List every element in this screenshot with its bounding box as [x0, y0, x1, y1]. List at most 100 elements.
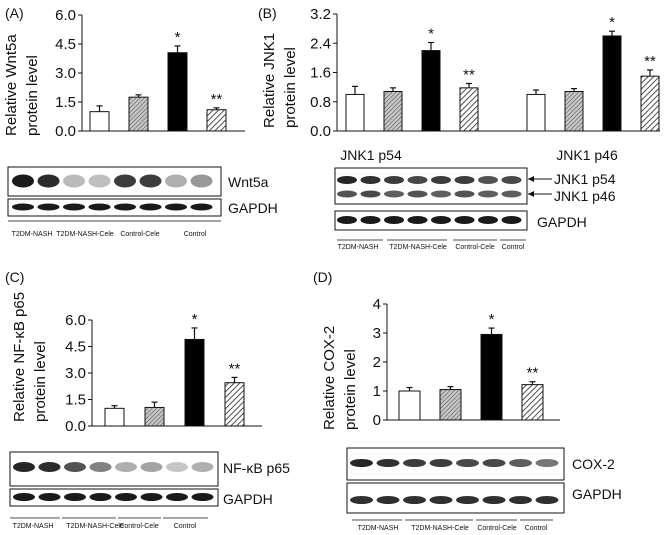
panel-b-band [407, 216, 428, 224]
panel-c-blot-bands [13, 462, 214, 501]
panel-d-band [509, 496, 532, 504]
panel-c-band [140, 462, 163, 472]
panel-d-bar [439, 389, 462, 421]
panel-a-ylabel-line1: Relative Wnt5a [3, 34, 20, 136]
panel-b-y-tick-label: 0.0 [310, 123, 331, 140]
panel-c-lane-label: T2DM-NASH [13, 523, 54, 530]
panel-b-arrowhead-p46 [528, 191, 534, 197]
panel-c-y-tick-label: 4.5 [65, 339, 86, 356]
panel-d-band [403, 459, 426, 467]
panel-c-band [140, 493, 163, 501]
panel-c-y-tick-label: 3.0 [65, 365, 86, 382]
panel-a-blot-bands [12, 174, 213, 211]
panel-c-blot-gapdh-frame [9, 488, 219, 507]
panel-b-chart: 0.00.81.62.43.2****** [310, 6, 660, 140]
panel-c-label: (C) [5, 269, 24, 285]
panel-b-bar [564, 91, 584, 132]
panel-c-band [38, 462, 61, 472]
panel-d-bar [480, 333, 503, 421]
panel-c-bar [104, 407, 125, 427]
panel-d-significance-mark: ** [527, 365, 539, 382]
panel-a: (A) Relative Wnt5a protein level 0.0 1.5 3… [3, 5, 278, 238]
panel-c-ylabel-line2: protein level [32, 341, 49, 422]
panel-a-label: (A) [5, 5, 24, 21]
panel-b-band [454, 176, 475, 184]
panel-c-band [64, 493, 86, 501]
panel-d-blot-label-cox2: COX-2 [572, 456, 615, 472]
panel-b-band [501, 176, 522, 184]
panel-a-band [190, 203, 213, 211]
panel-b-ylabel-line1: Relative JNK1 [261, 33, 278, 128]
panel-c-band [115, 462, 137, 472]
panel-d-band [376, 496, 400, 504]
panel-d-lane-label: T2DM-NASH-Cele [411, 525, 469, 532]
panel-a-band [165, 174, 187, 188]
panel-b-band [478, 190, 498, 198]
panel-a-lane-label: Control-Cele [120, 231, 159, 238]
panel-d-blot-bands [350, 459, 559, 504]
panel-d-blot-label-gapdh: GAPDH [572, 486, 622, 502]
panel-b-band [478, 216, 498, 224]
panel-c-y-tick-label: 1.5 [65, 392, 86, 409]
panel-b-band [360, 190, 381, 198]
panel-b-y-tick-label: 2.4 [310, 35, 331, 52]
panel-c-band [166, 462, 188, 472]
panel-b-lane-label: Control [502, 244, 525, 251]
panel-d-band [350, 459, 373, 467]
panel-b-blot-label-p54: JNK1 p54 [554, 171, 616, 187]
panel-c-band [64, 462, 86, 472]
panel-a-y-tick-label: 4.5 [55, 36, 76, 53]
panel-a-ylabel-line2: protein level [24, 55, 41, 136]
panel-a-lane-label: T2DM-NASH-Cele [56, 231, 114, 238]
panel-c-band [89, 462, 112, 472]
panel-c-y-tick-label: 6.0 [65, 312, 86, 329]
panel-c-bar [144, 406, 165, 427]
panel-c: (C) Relative NF-κB p65 protein level 0.0… [5, 269, 290, 530]
panel-a-band [63, 174, 85, 188]
panel-b-y-tick-label: 1.6 [310, 65, 331, 82]
panel-a-bar [206, 109, 227, 132]
panel-b-bar [421, 50, 441, 132]
panel-b-bar [383, 91, 403, 132]
panel-b-arrowhead-p54 [528, 176, 534, 182]
panel-d-lane-label: Control-Cele [477, 525, 516, 532]
panel-d-band [456, 459, 479, 467]
panel-d-band [429, 459, 453, 467]
panel-c-band [191, 493, 214, 501]
panel-b-bar [526, 93, 546, 132]
panel-a-lane-label: Control [184, 231, 207, 238]
panel-b-lane-label: T2DM-NASH-Cele [389, 244, 447, 251]
panel-d-lane-label: T2DM-NASH [358, 525, 399, 532]
panel-b-lane-label: T2DM-NASH [338, 244, 379, 251]
panel-a-band [12, 174, 34, 188]
panel-d-bar [398, 390, 421, 421]
panel-d-label: (D) [313, 269, 332, 285]
panel-a-y-tick-label: 6.0 [55, 7, 76, 24]
panel-a-y-tick-label: 1.5 [55, 94, 76, 111]
panel-b-blot-label-gapdh: GAPDH [537, 214, 587, 230]
panel-a-lane-labels: T2DM-NASH T2DM-NASH-Cele Control-Cele Contr… [8, 220, 221, 238]
panel-b-significance-mark: * [609, 14, 615, 31]
panel-b-blot-jnk1-frame [334, 167, 528, 205]
panel-d: (D) Relative COX-2 protein level 01234**… [313, 269, 622, 532]
panel-b-band [384, 190, 404, 198]
panel-c-y-tick-label: 0.0 [65, 418, 86, 435]
panel-b-lane-labels: T2DM-NASH T2DM-NASH-Cele Control-Cele Contr… [337, 239, 526, 251]
panel-c-band [13, 462, 35, 472]
panel-d-y-tick-label: 4 [373, 296, 381, 313]
panel-a-blot-label-wnt5a: Wnt5a [228, 174, 269, 190]
panel-d-y-tick-label: 2 [373, 354, 381, 371]
panel-c-significance-mark: ** [229, 360, 241, 377]
panel-d-ylabel-line2: protein level [342, 349, 359, 430]
panel-a-band [63, 203, 85, 211]
panel-a-chart: 0.01.53.04.56.0*** [55, 7, 245, 140]
panel-a-band [114, 174, 136, 188]
panel-b-band [407, 176, 428, 184]
panel-b-blot-label-p46: JNK1 p46 [554, 188, 616, 204]
panel-c-band [89, 493, 112, 501]
panel-b-band [501, 190, 522, 198]
panel-c-band [115, 493, 137, 501]
panel-d-band [535, 496, 559, 504]
panel-d-bar [521, 384, 544, 421]
panel-a-significance-mark: * [175, 29, 181, 46]
